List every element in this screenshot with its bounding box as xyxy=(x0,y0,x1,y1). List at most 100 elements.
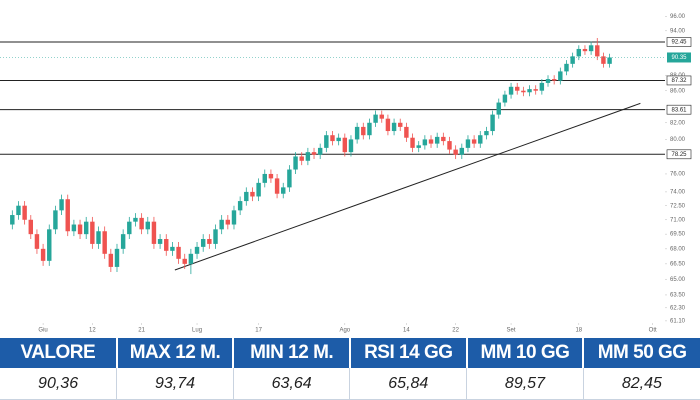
x-tick-label: Ott xyxy=(649,328,657,334)
header-cell: MM 50 GG xyxy=(582,338,700,368)
x-tick-label: 17 xyxy=(255,328,262,334)
y-tick-label: 69.50 xyxy=(670,232,686,238)
candle-body xyxy=(293,156,298,170)
candle-body xyxy=(83,221,89,235)
header-cell: MAX 12 M. xyxy=(115,338,234,368)
candle-body xyxy=(127,221,132,235)
candle-body xyxy=(416,145,421,148)
candle-body xyxy=(151,221,157,244)
candle-body xyxy=(441,136,446,142)
header-cell: MIN 12 M. xyxy=(232,338,350,368)
value-cell: 82,45 xyxy=(582,368,700,400)
candle-body xyxy=(268,173,274,179)
candle-body xyxy=(588,45,594,52)
candle-body xyxy=(533,89,538,91)
y-tick-label: 62.30 xyxy=(670,305,686,311)
x-tick-label: 22 xyxy=(452,328,459,334)
y-tick-label: 80.00 xyxy=(670,137,686,143)
candle-body xyxy=(379,114,384,119)
y-tick-label: 66.50 xyxy=(670,261,686,267)
x-tick-label: Ago xyxy=(339,328,350,334)
y-tick-label: 68.00 xyxy=(670,246,686,252)
candle-body xyxy=(317,147,323,155)
candle-body xyxy=(28,219,34,235)
y-tick-label: 72.50 xyxy=(670,203,686,209)
candle-body xyxy=(102,231,107,254)
candle-body xyxy=(576,48,582,57)
candle-body xyxy=(330,135,335,142)
level-label-box xyxy=(666,37,692,47)
candle-body xyxy=(398,122,403,127)
level-label: 83.61 xyxy=(671,107,687,113)
candle-body xyxy=(564,63,569,72)
candle-body xyxy=(108,253,114,267)
candle-body xyxy=(367,122,372,136)
candle-body xyxy=(120,234,126,249)
candle-body xyxy=(244,191,249,202)
candle-body xyxy=(256,182,261,197)
level-label-box xyxy=(666,75,692,86)
candle-body xyxy=(305,152,311,161)
y-tick-label: 74.00 xyxy=(670,189,686,195)
candle-body xyxy=(133,217,138,222)
candle-body xyxy=(114,248,120,267)
candle-body xyxy=(502,94,508,103)
x-tick-label: 18 xyxy=(575,328,582,334)
y-tick-label: 61.10 xyxy=(670,318,686,324)
candle-body xyxy=(348,139,354,153)
candle-body xyxy=(207,239,212,244)
value-cell: 89,57 xyxy=(466,368,584,400)
candle-body xyxy=(299,156,304,161)
header-cell: RSI 14 GG xyxy=(348,338,467,368)
candle-body xyxy=(213,229,218,244)
candle-body xyxy=(65,199,70,232)
candle-body xyxy=(385,118,391,132)
candle-body xyxy=(496,102,501,115)
candle-body xyxy=(551,79,557,81)
candle-body xyxy=(570,56,575,64)
candle-body xyxy=(59,199,64,211)
candle-body xyxy=(490,114,495,132)
level-label: 92.45 xyxy=(671,40,687,46)
candle-body xyxy=(527,89,532,93)
candle-body xyxy=(188,253,194,264)
candle-body xyxy=(176,246,181,259)
candle-body xyxy=(361,126,366,136)
candle-body xyxy=(225,219,231,225)
y-tick-label: 82.00 xyxy=(670,120,686,126)
candle-body xyxy=(47,229,52,261)
candle-body xyxy=(170,246,175,251)
candle-body xyxy=(582,48,588,52)
candle-body xyxy=(447,141,452,150)
candle-body xyxy=(515,86,520,91)
candle-body xyxy=(459,147,465,155)
y-tick-label: 65.00 xyxy=(670,277,686,283)
candle-body xyxy=(354,126,360,140)
candle-body xyxy=(484,131,489,136)
candle-body xyxy=(434,136,440,144)
candle-body xyxy=(22,205,27,220)
candle-body xyxy=(311,152,317,155)
x-tick-label: 14 xyxy=(403,328,410,334)
y-tick-label: 96.00 xyxy=(670,14,686,20)
candle-body xyxy=(287,169,292,188)
candle-body xyxy=(595,45,600,57)
level-label: 78.25 xyxy=(671,152,687,158)
candle-body xyxy=(453,149,458,155)
value-cell: 65,84 xyxy=(349,368,467,400)
candle-body xyxy=(410,137,415,148)
x-tick-label: Lug xyxy=(192,328,202,334)
x-tick-label: Set xyxy=(507,328,516,334)
candle-body xyxy=(219,219,224,230)
candle-body xyxy=(90,221,95,244)
candle-body xyxy=(391,122,397,132)
candle-body xyxy=(237,201,243,211)
chart: 96.0094.0088.0086.0082.0080.0076.0074.00… xyxy=(0,14,692,334)
candle-body xyxy=(422,139,428,146)
value-cell: 90,36 xyxy=(0,368,117,400)
value-row: 90,36 93,74 63,64 65,84 89,57 82,45 xyxy=(0,368,700,400)
candle-body xyxy=(194,246,200,254)
trendline xyxy=(174,102,641,271)
candle-body xyxy=(471,139,477,144)
stats-table: VALORE MAX 12 M. MIN 12 M. RSI 14 GG MM … xyxy=(0,338,700,400)
